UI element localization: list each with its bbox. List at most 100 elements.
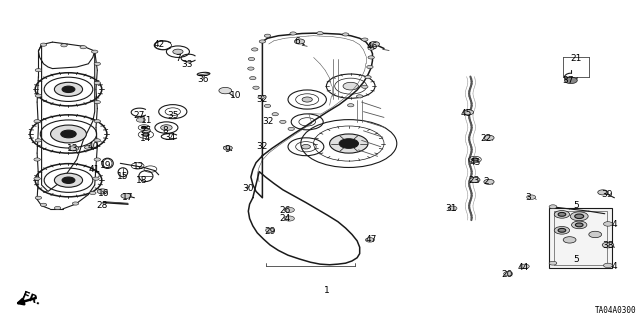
Text: TA04A0300: TA04A0300: [595, 306, 637, 315]
Circle shape: [448, 206, 457, 211]
Circle shape: [253, 86, 259, 89]
Circle shape: [136, 118, 145, 122]
Circle shape: [294, 39, 305, 44]
Circle shape: [317, 32, 323, 35]
Circle shape: [141, 126, 147, 129]
Circle shape: [604, 263, 612, 268]
Bar: [549, 208, 612, 268]
Circle shape: [62, 86, 75, 93]
Circle shape: [61, 130, 76, 138]
Text: 3: 3: [525, 193, 531, 202]
Text: 4: 4: [612, 262, 617, 271]
Text: 21: 21: [570, 54, 582, 63]
Circle shape: [575, 214, 584, 219]
Circle shape: [94, 158, 100, 161]
Circle shape: [343, 82, 358, 90]
Circle shape: [252, 48, 258, 51]
Text: 5: 5: [573, 255, 579, 263]
Circle shape: [93, 177, 99, 180]
Circle shape: [250, 77, 256, 80]
Circle shape: [504, 271, 513, 276]
Circle shape: [94, 81, 100, 85]
Text: 22: 22: [481, 134, 492, 143]
Circle shape: [342, 33, 349, 36]
Circle shape: [563, 237, 576, 243]
Circle shape: [602, 242, 614, 248]
Text: 46: 46: [367, 42, 378, 51]
Circle shape: [54, 206, 61, 210]
Circle shape: [575, 223, 583, 227]
Circle shape: [61, 44, 67, 47]
Circle shape: [570, 212, 588, 221]
Circle shape: [266, 228, 275, 233]
Circle shape: [549, 205, 557, 209]
Text: 37: 37: [563, 76, 574, 85]
Circle shape: [554, 211, 570, 218]
Circle shape: [161, 125, 172, 130]
Text: 20: 20: [501, 271, 513, 279]
Circle shape: [368, 47, 374, 50]
Circle shape: [94, 139, 100, 142]
Circle shape: [80, 46, 86, 49]
Text: 24: 24: [279, 214, 291, 223]
Circle shape: [248, 67, 254, 70]
Circle shape: [604, 222, 612, 226]
Circle shape: [484, 135, 494, 140]
Circle shape: [121, 193, 131, 198]
Text: 32: 32: [257, 95, 268, 104]
Circle shape: [365, 76, 371, 79]
Text: 32: 32: [257, 142, 268, 151]
Circle shape: [520, 264, 529, 269]
Circle shape: [290, 32, 296, 35]
Text: 23: 23: [468, 176, 479, 185]
Text: 30: 30: [243, 184, 254, 193]
Circle shape: [143, 133, 149, 136]
Text: 12: 12: [132, 162, 144, 171]
Text: 34: 34: [164, 133, 175, 142]
Text: 28: 28: [97, 201, 108, 210]
Circle shape: [348, 104, 354, 107]
Circle shape: [272, 113, 278, 116]
Circle shape: [554, 226, 570, 234]
Circle shape: [223, 146, 232, 150]
Circle shape: [34, 120, 40, 123]
Bar: [554, 211, 607, 265]
Circle shape: [564, 77, 577, 84]
Circle shape: [362, 38, 368, 41]
Text: 11: 11: [141, 116, 153, 125]
Circle shape: [258, 96, 264, 99]
Text: 39: 39: [601, 190, 612, 199]
Circle shape: [472, 158, 478, 161]
Circle shape: [97, 189, 108, 194]
Circle shape: [34, 158, 40, 161]
Circle shape: [259, 40, 266, 43]
Text: 16: 16: [98, 189, 109, 198]
Circle shape: [356, 95, 363, 98]
Circle shape: [280, 120, 286, 123]
Circle shape: [90, 191, 96, 195]
Text: 27: 27: [134, 111, 145, 120]
Text: 17: 17: [122, 193, 134, 202]
Circle shape: [54, 173, 83, 187]
Text: 38: 38: [602, 241, 614, 250]
Text: 7: 7: [175, 54, 180, 63]
Circle shape: [362, 85, 368, 88]
Circle shape: [549, 261, 557, 265]
Text: FR.: FR.: [20, 291, 42, 307]
Circle shape: [173, 49, 183, 54]
Circle shape: [34, 177, 40, 180]
Text: 9: 9: [225, 145, 230, 154]
Circle shape: [35, 69, 42, 72]
Text: 47: 47: [365, 235, 377, 244]
Circle shape: [68, 146, 79, 151]
Circle shape: [288, 127, 294, 130]
Circle shape: [301, 145, 310, 149]
Text: 19: 19: [100, 161, 111, 170]
Circle shape: [248, 57, 255, 61]
Circle shape: [339, 139, 358, 148]
Circle shape: [284, 216, 294, 221]
Text: 42: 42: [153, 40, 164, 49]
Text: 6: 6: [295, 37, 300, 46]
Text: 8: 8: [163, 126, 168, 135]
Text: 2: 2: [484, 177, 489, 186]
